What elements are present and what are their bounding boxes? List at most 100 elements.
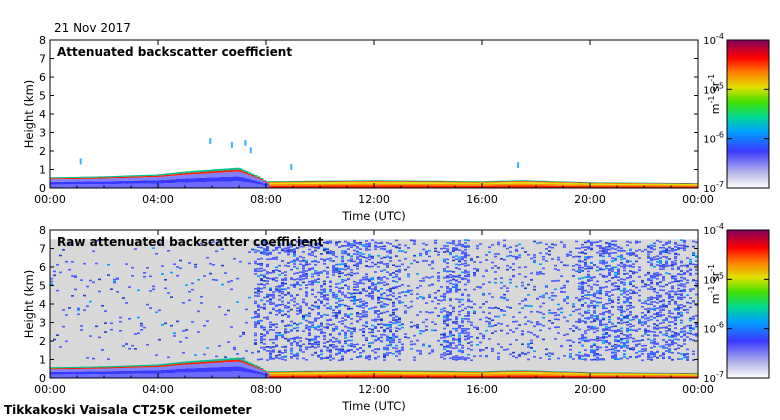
noise-speck: [629, 248, 632, 251]
noise-speck: [608, 312, 611, 314]
bl-cell: [518, 181, 522, 184]
noise-speck: [599, 319, 602, 322]
noise-speck: [596, 357, 599, 359]
bl-cell: [677, 183, 681, 186]
noise-speck: [266, 272, 269, 275]
bl-cell: [71, 181, 75, 185]
noise-speck: [629, 252, 632, 254]
noise-speck: [551, 295, 554, 297]
noise-speck: [284, 345, 287, 348]
noise-speck: [530, 311, 533, 313]
noise-speck: [500, 329, 503, 332]
bl-cell: [509, 181, 513, 182]
noise-speck: [296, 341, 299, 344]
noise-speck: [320, 258, 323, 260]
bl-cell: [476, 181, 480, 182]
noise-speck: [458, 276, 461, 279]
bl-cell: [326, 182, 330, 184]
noise-speck: [539, 252, 542, 254]
noise-speck: [656, 351, 659, 353]
noise-speck: [449, 351, 452, 353]
noise-speck: [560, 290, 563, 293]
noise-speck: [584, 258, 587, 261]
noise-speck: [395, 239, 398, 242]
bl-cell: [212, 169, 216, 172]
noise-speck: [368, 280, 371, 282]
bl-cell: [677, 185, 681, 187]
noise-speck: [662, 356, 665, 359]
bl-cell: [662, 185, 666, 187]
noise-speck: [689, 317, 692, 320]
noise-speck: [449, 304, 452, 307]
noise-speck: [671, 268, 674, 270]
noise-speck: [413, 241, 416, 243]
noise-speck: [326, 325, 329, 328]
noise-speck: [320, 302, 323, 304]
bl-cell: [203, 173, 207, 178]
bl-cell: [176, 172, 180, 174]
noise-speck: [602, 335, 605, 338]
bl-cell: [266, 185, 270, 188]
noise-speck: [683, 285, 686, 288]
bl-cell: [566, 182, 570, 185]
noise-speck: [389, 249, 392, 252]
noise-speck: [380, 261, 383, 263]
bl-cell: [314, 181, 318, 183]
noise-speck: [188, 262, 191, 264]
noise-speck: [350, 335, 353, 338]
noise-speck: [344, 313, 347, 315]
noise-speck: [437, 315, 440, 317]
noise-speck: [254, 343, 257, 345]
noise-speck: [305, 275, 308, 277]
noise-speck: [341, 260, 344, 263]
noise-speck: [353, 253, 356, 255]
noise-speck: [464, 251, 467, 254]
bl-cell: [278, 185, 282, 188]
noise-speck: [599, 240, 602, 242]
noise-speck: [671, 265, 674, 267]
bl-cell: [437, 185, 441, 188]
noise-speck: [680, 306, 683, 309]
noise-speck: [476, 337, 479, 340]
noise-speck: [290, 260, 293, 263]
noise-speck: [596, 304, 599, 307]
bl-cell: [83, 178, 87, 182]
noise-speck: [443, 316, 446, 319]
noise-speck: [602, 249, 605, 251]
noise-speck: [638, 299, 641, 302]
bl-cell: [179, 172, 183, 174]
noise-speck: [659, 261, 662, 263]
bl-cell: [632, 183, 636, 184]
noise-speck: [671, 352, 674, 354]
bl-cell: [110, 178, 114, 182]
bl-cell: [407, 183, 411, 186]
noise-speck: [464, 249, 467, 251]
noise-speck: [680, 293, 683, 295]
noise-speck: [608, 297, 611, 300]
bl-cell: [269, 181, 273, 182]
noise-speck: [365, 249, 368, 251]
bl-cell: [464, 182, 468, 185]
y-tick-label: 8: [39, 34, 46, 47]
noise-speck: [584, 265, 587, 267]
noise-speck: [680, 260, 683, 263]
noise-speck: [374, 310, 377, 312]
bl-cell: [341, 181, 345, 184]
y-tick-label: 5: [39, 90, 46, 103]
noise-speck: [614, 340, 617, 342]
noise-speck: [290, 278, 293, 280]
bl-cell: [686, 184, 690, 186]
noise-speck: [674, 307, 677, 310]
noise-speck: [281, 290, 284, 293]
noise-speck: [434, 247, 437, 250]
noise-speck: [302, 343, 305, 346]
noise-speck: [311, 254, 314, 256]
bl-cell: [92, 177, 96, 179]
bl-cell: [647, 183, 651, 184]
bl-cell: [284, 181, 288, 183]
noise-speck: [386, 352, 389, 354]
noise-speck: [368, 242, 371, 245]
noise-speck: [338, 275, 341, 278]
noise-speck: [608, 302, 611, 305]
noise-speck: [293, 253, 296, 255]
